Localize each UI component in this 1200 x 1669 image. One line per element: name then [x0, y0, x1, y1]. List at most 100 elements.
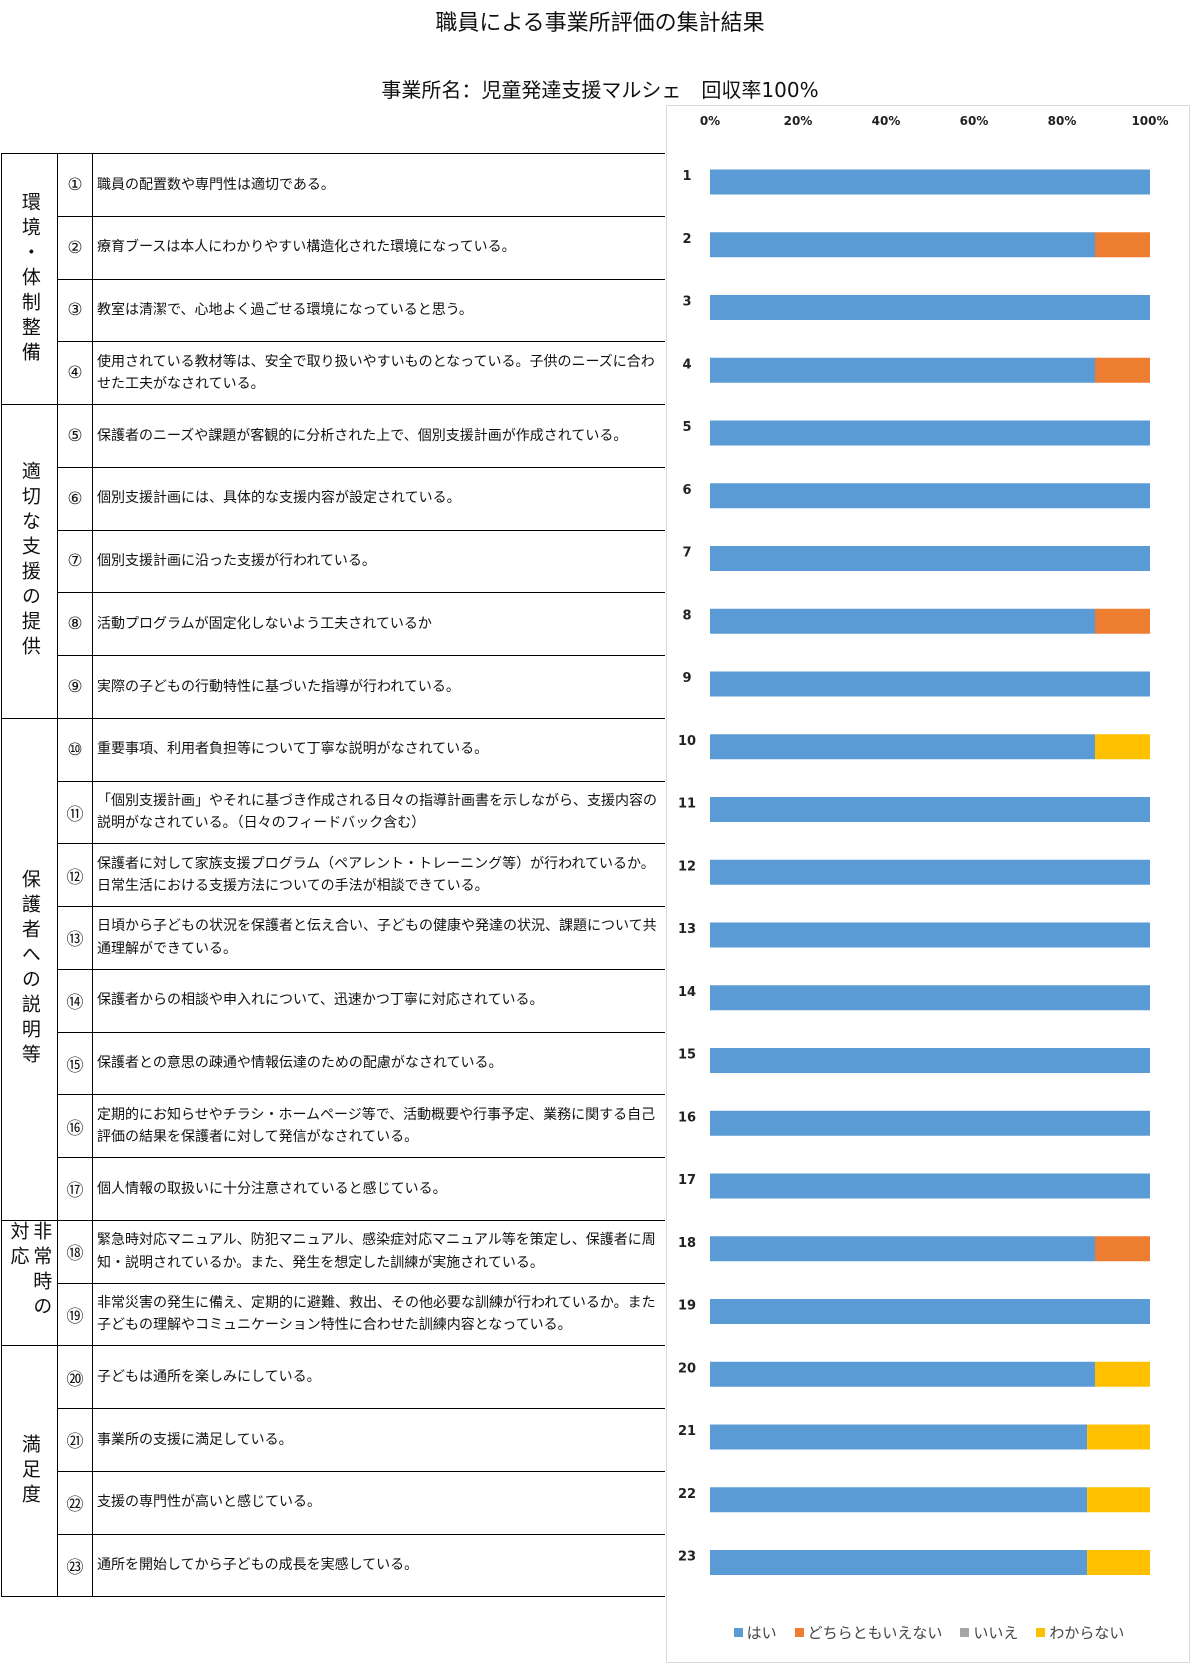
bar-segment: [1095, 1236, 1150, 1262]
bar-segment: [710, 169, 1150, 195]
y-tick-label: 21: [678, 1424, 696, 1439]
question-text: 事業所の支援に満足している。: [97, 1431, 293, 1448]
y-tick-label: 15: [678, 1048, 696, 1063]
bar-segment: [1095, 232, 1150, 258]
y-tick-label: 17: [678, 1173, 696, 1188]
question-number: ⑱: [58, 1220, 93, 1283]
bar-segment: [710, 1173, 1150, 1199]
x-tick-label: 80%: [1048, 114, 1077, 128]
question-number: ③: [58, 279, 93, 342]
question-text: 個別支援計画に沿った支援が行われている。: [97, 553, 376, 570]
y-tick-label: 8: [682, 608, 691, 623]
question-number: ㉒: [58, 1471, 93, 1534]
bar-segment: [1095, 1361, 1150, 1387]
category-cell: 適切な支援の提供: [1, 404, 57, 718]
survey-table: 環境・体制整備適切な支援の提供 保護者への説明等非常時の対応満足度 ① 職員の配置数や…: [1, 153, 665, 1597]
y-tick-label: 3: [682, 295, 691, 310]
question-text: 「個別支援計画」やそれに基づき作成される日々の指導計画書を示しながら、支援内容の…: [97, 792, 657, 832]
question-number: ⑭: [58, 969, 93, 1032]
page-title: 職員による事業所評価の集計結果: [435, 11, 765, 36]
legend-label: はい: [746, 1624, 777, 1642]
bar-segment: [710, 1487, 1088, 1513]
question-row: ⑫ 保護者に対して家族支援プログラム（ペアレント・トレーニング等）が行われているか…: [57, 843, 665, 906]
y-tick-label: 22: [678, 1487, 696, 1502]
category-label: 満足度: [18, 1433, 41, 1509]
question-text: 子どもは通所を楽しみにしている。: [97, 1368, 321, 1385]
bar-segment: [710, 608, 1095, 634]
question-row: ⑪ 「個別支援計画」やそれに基づき作成される日々の指導計画書を示しながら、支援内容…: [57, 780, 665, 844]
bar-segment: [1087, 1487, 1150, 1513]
question-row: ⑭ 保護者からの相談や申入れについて、迅速かつ丁寧に対応されている。: [57, 968, 665, 1032]
y-tick-label: 19: [678, 1299, 696, 1314]
question-row: ⑳ 子どもは通所を楽しみにしている。: [57, 1345, 665, 1408]
question-row: ⑱ 緊急時対応マニュアル、防犯マニュアル、感染症対応マニュアル等を策定し、保護者に…: [57, 1219, 665, 1283]
bar-segment: [710, 734, 1095, 760]
category-cell: 非常時の対応: [1, 1219, 57, 1346]
y-tick-label: 5: [682, 420, 691, 435]
category-label: 保護者への説明等: [18, 869, 41, 1070]
bar-segment: [710, 1048, 1150, 1073]
legend-label: いいえ: [973, 1624, 1019, 1642]
bar-segment: [710, 922, 1150, 948]
bar-segment: [1095, 608, 1150, 634]
x-tick-label: 100%: [1131, 114, 1168, 128]
question-row: ⑮ 保護者との意思の疎通や情報伝達のための配慮がなされている。: [57, 1031, 665, 1095]
question-row: ⑥ 個別支援計画には、具体的な支援内容が設定されている。: [57, 466, 665, 530]
y-tick-label: 13: [678, 922, 696, 937]
bar-segment: [710, 1361, 1095, 1387]
legend-item: わからない: [1036, 1622, 1124, 1643]
y-tick-label: 4: [682, 357, 691, 372]
legend-item: いいえ: [960, 1622, 1018, 1643]
question-text: 保護者との意思の疎通や情報伝達のための配慮がなされている。: [97, 1055, 503, 1072]
question-number: ④: [58, 342, 93, 404]
question-number: ②: [58, 216, 93, 279]
question-row: ① 職員の配置数や専門性は適切である。: [57, 153, 665, 216]
y-tick-label: 2: [682, 232, 691, 247]
page-subtitle: 事業所名：児童発達支援マルシェ 回収率100%: [381, 78, 819, 102]
question-number: ⑯: [58, 1095, 93, 1157]
question-row: ⑩ 重要事項、利用者負担等について丁寧な説明がなされている。: [57, 717, 665, 781]
category-cell: 満足度: [1, 1345, 57, 1597]
bar-segment: [710, 1236, 1095, 1262]
bar-segment: [710, 1299, 1150, 1324]
bar-segment: [710, 671, 1150, 697]
bar-segment: [710, 797, 1150, 822]
category-label: 非常時の対応: [7, 1220, 53, 1321]
category-label: 適切な支援の提供: [18, 461, 41, 662]
question-row: ② 療育ブースは本人にわかりやすい構造化された環境になっている。: [57, 215, 665, 279]
question-text: 教室は清潔で、心地よく過ごせる環境になっていると思う。: [97, 302, 473, 319]
question-number: ⑫: [58, 844, 93, 906]
y-tick-label: 18: [678, 1236, 696, 1251]
question-text: 個人情報の取扱いに十分注意されていると感じている。: [97, 1180, 447, 1197]
question-number: ⑰: [58, 1158, 93, 1220]
question-text: 活動プログラムが固定化しないよう工夫されているか: [97, 615, 432, 632]
question-row: ⑯ 定期的にお知らせやチラシ・ホームページ等で、活動概要や行事予定、業務に関する自…: [57, 1094, 665, 1157]
question-text: 個別支援計画には、具体的な支援内容が設定されている。: [97, 490, 461, 507]
question-text: 保護者に対して家族支援プログラム（ペアレント・トレーニング等）が行われているか。…: [97, 855, 655, 895]
y-tick-label: 10: [678, 734, 696, 749]
bar-segment: [710, 985, 1150, 1011]
question-text: 保護者からの相談や申入れについて、迅速かつ丁寧に対応されている。: [97, 992, 544, 1009]
bar-segment: [710, 483, 1150, 509]
question-row: ⑨ 実際の子どもの行動特性に基づいた指導が行われている。: [57, 655, 665, 718]
legend-swatch: [1036, 1628, 1046, 1637]
question-row: ⑦ 個別支援計画に沿った支援が行われている。: [57, 529, 665, 593]
category-label: 環境・体制整備: [18, 191, 41, 367]
question-number: ㉓: [58, 1534, 93, 1597]
bar-segment: [710, 420, 1150, 446]
legend-label: わからない: [1049, 1624, 1125, 1642]
legend-item: どちらともいえない: [794, 1622, 942, 1643]
y-tick-label: 7: [682, 546, 691, 561]
question-number: ⑮: [58, 1032, 93, 1095]
question-row: ③ 教室は清潔で、心地よく過ごせる環境になっていると思う。: [57, 278, 665, 342]
question-number: ①: [58, 154, 93, 216]
question-text: 使用されている教材等は、安全で取り扱いやすいものとなっている。子供のニーズに合わ…: [97, 353, 655, 393]
x-tick-label: 0%: [700, 114, 720, 128]
category-cell: 環境・体制整備: [1, 153, 57, 404]
x-tick-label: 20%: [784, 114, 813, 128]
legend-swatch: [794, 1628, 804, 1637]
question-row: ⑤ 保護者のニーズや課題が客観的に分析された上で、個別支援計画が作成されている。: [57, 404, 665, 467]
question-text: 日頃から子どもの状況を保護者と伝え合い、子どもの健康や発達の状況、課題について共…: [97, 918, 657, 957]
question-text: 緊急時対応マニュアル、防犯マニュアル、感染症対応マニュアル等を策定し、保護者に周…: [97, 1232, 656, 1271]
